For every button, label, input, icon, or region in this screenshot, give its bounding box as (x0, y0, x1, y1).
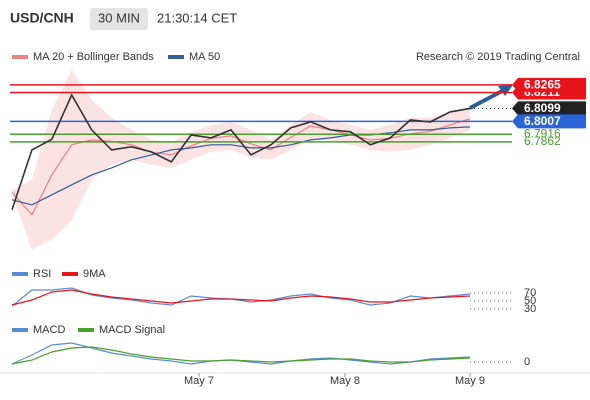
level-label: 6.8099 (524, 101, 561, 115)
credit: Research © 2019 Trading Central (416, 51, 580, 63)
interval-box (90, 8, 148, 30)
legend-label: 9MA (83, 268, 106, 280)
level-label-box (512, 77, 586, 92)
macd-line (11, 346, 471, 365)
level-label: 6.8265 (524, 78, 561, 92)
price-line (11, 93, 471, 211)
y-tick-label: 0 (524, 356, 530, 368)
level-label: 6.7862 (524, 134, 561, 148)
forecast-arrowhead (498, 85, 513, 96)
bollinger-band (12, 69, 470, 250)
legend-label: MA 20 + Bollinger Bands (33, 51, 154, 63)
level-label: 6.7916 (524, 126, 561, 140)
x-tick-label: May 7 (184, 375, 214, 387)
y-tick-label: 30 (524, 303, 536, 315)
legend-label: RSI (33, 268, 51, 280)
y-tick-label: 50 (524, 295, 536, 307)
x-tick-label: May 9 (455, 375, 485, 387)
legend-label: MACD (33, 324, 65, 336)
interval: 30 MIN (98, 10, 140, 25)
chart-title: USD/CNH (10, 10, 74, 26)
legend-label: MACD Signal (99, 324, 165, 336)
level-label-box (512, 114, 586, 129)
y-tick-label: 70 (524, 287, 536, 299)
legend-label: MA 50 (189, 51, 220, 63)
rsi-line (11, 289, 471, 306)
level-label-box (512, 101, 586, 116)
x-tick-label: May 8 (330, 375, 360, 387)
level-label: 6.8007 (524, 114, 561, 128)
time: 21:30:14 CET (157, 10, 237, 25)
ma50-line (11, 126, 471, 206)
ma20-line (11, 118, 471, 216)
